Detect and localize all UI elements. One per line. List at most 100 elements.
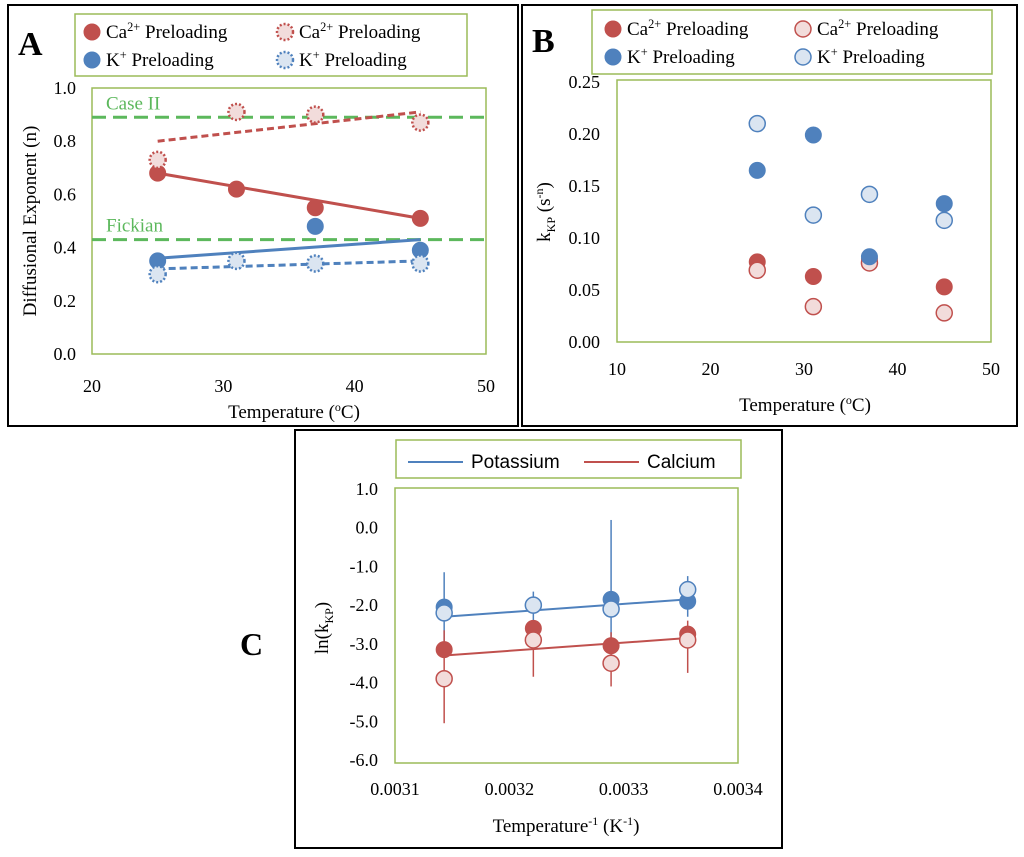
panel-a-legend-label: Ca2+ Preloading [106, 20, 228, 43]
panel-b-ytick-label: 0.25 [569, 72, 601, 92]
panel-c-data-point [602, 637, 620, 655]
panel-b-frame [521, 4, 1018, 427]
panel-a-data-point [148, 150, 167, 170]
panel-b-legend-label: K+ Preloading [627, 45, 735, 68]
panel-a-data-point [306, 105, 325, 124]
panel-b-xtick-label: 40 [889, 359, 907, 379]
panel-b-xtick-label: 30 [795, 359, 813, 379]
panel-a-label: A [18, 26, 43, 63]
panel-c-data-point [435, 669, 453, 688]
panel-c-legend-label: Calcium [647, 452, 716, 473]
panel-c-trendline [444, 598, 688, 618]
panel-a: A Ca2+ Preloading Ca2+ Preloading K+ Prelo… [7, 4, 519, 427]
panel-c-ytick-label: -4.0 [350, 673, 379, 693]
panel-a-data-point [411, 209, 429, 227]
panel-b-ylabel: kKP (s-n) [532, 182, 558, 242]
panel-a-xtick-label: 20 [83, 376, 101, 396]
panel-b-plot-area [616, 79, 992, 343]
panel-c: C Potassium Calcium -6.0-5.0-4.0-3.0-2.0-… [240, 429, 783, 849]
panel-c-ylabel: ln(kKP) [312, 602, 336, 654]
panel-b-data-point [860, 248, 878, 266]
panel-b-data-point [748, 161, 766, 179]
panel-a-ytick-label: 0.2 [54, 291, 77, 311]
panel-a-legend-marker [275, 22, 295, 42]
panel-a-data-point [306, 199, 324, 217]
panel-c-plot: -6.0 -5.0 -4.0 -3.0 -2.0 -1.0 0.0 1.0 0.0031 0.00… [350, 479, 763, 799]
panel-a-xtick-label: 40 [346, 376, 364, 396]
panel-a-data-point [306, 254, 325, 273]
panel-a-data-point [411, 113, 430, 132]
panel-a-legend-label: K+ Preloading [299, 48, 407, 71]
panel-b-legend-label: Ca2+ Preloading [627, 17, 749, 40]
panel-a-legend-marker [83, 51, 101, 69]
panel-b-label: B [532, 23, 555, 60]
panel-b-data-point [804, 206, 823, 224]
panel-c-ytick-label: -3.0 [350, 634, 379, 654]
panel-a-legend-label: K+ Preloading [106, 48, 214, 71]
panel-c-legend-entries: Potassium Calcium [408, 452, 716, 473]
panel-b-plot: 0.00 0.05 0.10 0.15 0.20 0.25 10 20 30 40 50 [569, 72, 1001, 379]
panel-c-data-point [524, 631, 543, 649]
panel-a-legend-label: Ca2+ Preloading [299, 20, 421, 43]
panel-a-data-point [227, 180, 245, 198]
panel-b: B Ca2+ Preloading Ca2+ Preloading K+ Prelo… [521, 4, 1018, 427]
panel-b-ytick-label: 0.05 [569, 280, 601, 300]
panel-b-data-point [748, 261, 766, 279]
panel-a-legend-marker [83, 23, 101, 41]
panel-a-threshold-label: Case II [106, 93, 160, 114]
panel-b-legend-marker [604, 48, 622, 66]
panel-b-xtick-label: 50 [982, 359, 1000, 379]
panel-b-ytick-label: 0.00 [569, 332, 601, 352]
panel-a-ytick-label: 0.8 [54, 131, 77, 151]
panel-b-data-point [748, 114, 766, 133]
panel-c-data-point [602, 654, 620, 672]
panel-b-data-point [804, 297, 823, 316]
panel-b-data-point [935, 304, 953, 322]
panel-a-data-point [411, 254, 430, 273]
panel-b-legend-marker [604, 20, 622, 38]
panel-a-ytick-label: 1.0 [54, 78, 77, 98]
panel-b-legend-label: K+ Preloading [817, 45, 925, 68]
panel-c-data-point [602, 600, 620, 618]
panel-a-data-point [148, 264, 167, 284]
panel-c-legend-label: Potassium [471, 452, 560, 473]
panel-b-legend-label: Ca2+ Preloading [817, 17, 939, 40]
panel-c-xtick-label: 0.0031 [370, 779, 420, 799]
panel-c-label: C [240, 626, 263, 662]
panel-b-legend [591, 9, 993, 75]
panel-b-data-point [804, 126, 822, 144]
panel-a-ytick-label: 0.0 [54, 344, 77, 364]
panel-a-data-point [306, 217, 324, 235]
panel-b-data-point [935, 211, 953, 230]
panel-c-xtick-label: 0.0034 [713, 779, 763, 799]
panel-a-ytick-label: 0.6 [54, 184, 77, 204]
panel-c-ytick-label: 0.0 [356, 518, 379, 538]
panel-b-ytick-label: 0.20 [569, 124, 601, 144]
panel-a-ytick-label: 0.4 [54, 238, 77, 258]
panel-a-legend-entries: Ca2+ Preloading Ca2+ Preloading K+ Preload… [83, 20, 421, 71]
panel-c-xlabel: Temperature-1 (K-1) [493, 814, 640, 837]
panel-b-xtick-label: 20 [702, 359, 720, 379]
panel-c-ytick-label: -5.0 [350, 711, 379, 731]
panel-a-data-point [227, 102, 246, 122]
panel-a-ylabel: Diffusional Exponent (n) [20, 126, 41, 317]
panel-a-xlabel: Temperature (oC) [228, 400, 360, 423]
panel-c-data-point [435, 604, 453, 622]
panel-b-ytick-label: 0.10 [569, 228, 601, 248]
panel-a-trendline [157, 110, 421, 143]
panel-b-legend-entries: Ca2+ Preloading Ca2+ Preloading K+ Preload… [604, 17, 939, 68]
panel-b-xtick-label: 10 [608, 359, 626, 379]
panel-c-ytick-label: -2.0 [350, 595, 379, 615]
panel-a-threshold-label: Fickian [106, 216, 163, 237]
panel-b-xlabel: Temperature (oC) [739, 393, 871, 416]
panel-b-data-point [935, 195, 953, 213]
panel-b-legend-marker [794, 20, 812, 38]
panel-c-ytick-label: -1.0 [350, 556, 379, 576]
panel-a-xtick-label: 50 [477, 376, 495, 396]
panel-c-data-point [524, 596, 543, 614]
panel-a-xtick-label: 30 [214, 376, 232, 396]
panel-b-data-point [935, 278, 953, 296]
panel-c-data-point [435, 641, 453, 659]
panel-c-xtick-label: 0.0033 [599, 779, 649, 799]
